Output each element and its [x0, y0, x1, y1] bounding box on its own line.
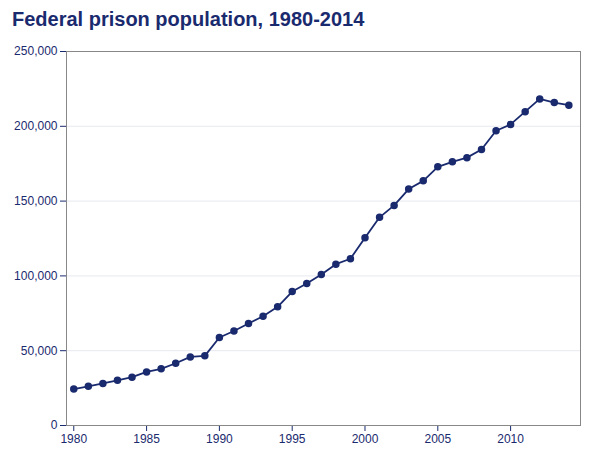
svg-text:0: 0 — [51, 418, 58, 432]
svg-text:250,000: 250,000 — [14, 44, 58, 58]
svg-text:200,000: 200,000 — [14, 119, 58, 133]
svg-text:1980: 1980 — [60, 432, 87, 446]
svg-text:2005: 2005 — [424, 432, 451, 446]
svg-text:150,000: 150,000 — [14, 194, 58, 208]
svg-text:1995: 1995 — [279, 432, 306, 446]
svg-text:100,000: 100,000 — [14, 269, 58, 283]
svg-text:1985: 1985 — [133, 432, 160, 446]
svg-text:2010: 2010 — [497, 432, 524, 446]
html-text:Federal prison population, 198: Federal prison population, 1980-2014 — [12, 8, 365, 30]
svg-text:1990: 1990 — [206, 432, 233, 446]
svg-text:50,000: 50,000 — [21, 344, 58, 358]
svg-text:2000: 2000 — [352, 432, 379, 446]
